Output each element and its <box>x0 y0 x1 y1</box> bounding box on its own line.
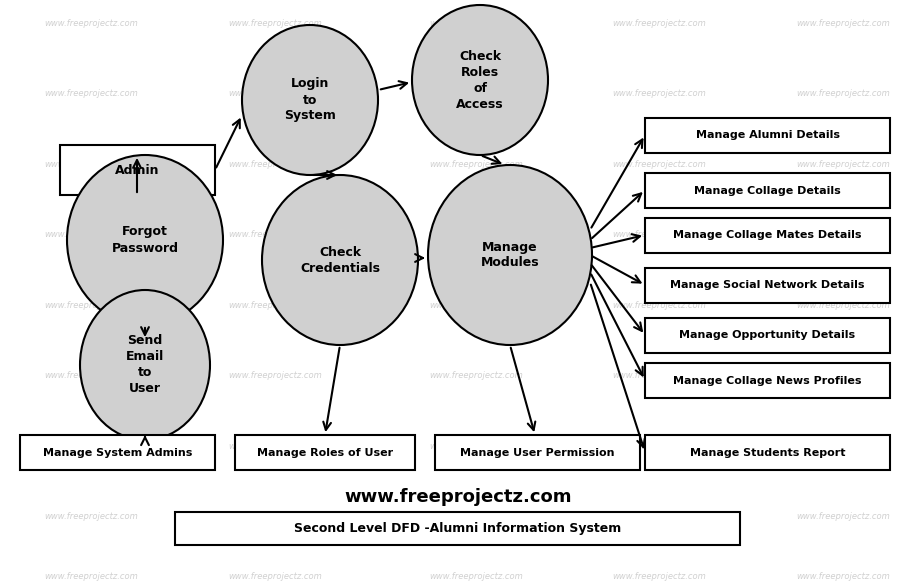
Text: www.freeprojectz.com: www.freeprojectz.com <box>796 160 889 169</box>
Ellipse shape <box>80 290 210 440</box>
Text: www.freeprojectz.com: www.freeprojectz.com <box>430 512 523 521</box>
Text: Check
Roles
of
Access: Check Roles of Access <box>456 49 504 110</box>
Text: www.freeprojectz.com: www.freeprojectz.com <box>228 89 322 99</box>
Ellipse shape <box>67 155 223 325</box>
Bar <box>645 318 890 353</box>
Text: Admin: Admin <box>115 164 159 177</box>
Text: www.freeprojectz.com: www.freeprojectz.com <box>613 371 706 380</box>
Text: www.freeprojectz.com: www.freeprojectz.com <box>430 301 523 310</box>
Text: www.freeprojectz.com: www.freeprojectz.com <box>796 371 889 380</box>
Text: Manage Opportunity Details: Manage Opportunity Details <box>680 330 856 340</box>
Text: www.freeprojectz.com: www.freeprojectz.com <box>796 512 889 521</box>
Text: www.freeprojectz.com: www.freeprojectz.com <box>430 441 523 451</box>
Text: Manage Collage Details: Manage Collage Details <box>694 185 841 195</box>
Text: www.freeprojectz.com: www.freeprojectz.com <box>344 488 572 506</box>
Text: www.freeprojectz.com: www.freeprojectz.com <box>228 230 322 239</box>
Text: www.freeprojectz.com: www.freeprojectz.com <box>430 230 523 239</box>
Text: www.freeprojectz.com: www.freeprojectz.com <box>45 301 138 310</box>
Text: www.freeprojectz.com: www.freeprojectz.com <box>796 301 889 310</box>
Text: www.freeprojectz.com: www.freeprojectz.com <box>228 441 322 451</box>
Bar <box>645 435 890 470</box>
Bar <box>435 435 640 470</box>
Text: www.freeprojectz.com: www.freeprojectz.com <box>45 512 138 521</box>
Text: www.freeprojectz.com: www.freeprojectz.com <box>796 441 889 451</box>
Text: Forgot
Password: Forgot Password <box>112 225 179 255</box>
Text: www.freeprojectz.com: www.freeprojectz.com <box>430 371 523 380</box>
Text: www.freeprojectz.com: www.freeprojectz.com <box>613 572 706 581</box>
Text: Manage User Permission: Manage User Permission <box>460 447 615 457</box>
Bar <box>235 435 415 470</box>
Text: www.freeprojectz.com: www.freeprojectz.com <box>796 89 889 99</box>
Text: Manage Students Report: Manage Students Report <box>690 447 845 457</box>
Text: www.freeprojectz.com: www.freeprojectz.com <box>228 19 322 28</box>
Text: www.freeprojectz.com: www.freeprojectz.com <box>430 572 523 581</box>
Bar <box>20 435 215 470</box>
Ellipse shape <box>412 5 548 155</box>
Text: Manage Collage Mates Details: Manage Collage Mates Details <box>673 231 862 241</box>
Text: www.freeprojectz.com: www.freeprojectz.com <box>796 230 889 239</box>
Bar <box>60 145 215 195</box>
Text: www.freeprojectz.com: www.freeprojectz.com <box>228 301 322 310</box>
Text: www.freeprojectz.com: www.freeprojectz.com <box>45 89 138 99</box>
Ellipse shape <box>262 175 418 345</box>
Text: www.freeprojectz.com: www.freeprojectz.com <box>45 441 138 451</box>
Text: www.freeprojectz.com: www.freeprojectz.com <box>45 572 138 581</box>
Text: www.freeprojectz.com: www.freeprojectz.com <box>45 230 138 239</box>
Bar <box>645 218 890 253</box>
Text: www.freeprojectz.com: www.freeprojectz.com <box>430 160 523 169</box>
Text: www.freeprojectz.com: www.freeprojectz.com <box>613 89 706 99</box>
Text: www.freeprojectz.com: www.freeprojectz.com <box>228 512 322 521</box>
Text: www.freeprojectz.com: www.freeprojectz.com <box>613 230 706 239</box>
Bar <box>175 512 740 545</box>
Text: www.freeprojectz.com: www.freeprojectz.com <box>613 19 706 28</box>
Bar <box>645 118 890 153</box>
Text: Manage Alumni Details: Manage Alumni Details <box>695 130 839 140</box>
Text: www.freeprojectz.com: www.freeprojectz.com <box>45 371 138 380</box>
Text: Login
to
System: Login to System <box>284 77 336 123</box>
Text: www.freeprojectz.com: www.freeprojectz.com <box>430 19 523 28</box>
Text: Manage Social Network Details: Manage Social Network Details <box>671 281 865 291</box>
Text: Manage System Admins: Manage System Admins <box>43 447 192 457</box>
Ellipse shape <box>428 165 592 345</box>
Text: Send
Email
to
User: Send Email to User <box>125 335 164 396</box>
Text: Manage Collage News Profiles: Manage Collage News Profiles <box>673 376 862 386</box>
Text: www.freeprojectz.com: www.freeprojectz.com <box>228 371 322 380</box>
Text: www.freeprojectz.com: www.freeprojectz.com <box>796 572 889 581</box>
Text: www.freeprojectz.com: www.freeprojectz.com <box>613 441 706 451</box>
Text: www.freeprojectz.com: www.freeprojectz.com <box>613 512 706 521</box>
Text: www.freeprojectz.com: www.freeprojectz.com <box>430 89 523 99</box>
Text: Second Level DFD -Alumni Information System: Second Level DFD -Alumni Information Sys… <box>294 522 621 535</box>
Text: www.freeprojectz.com: www.freeprojectz.com <box>613 301 706 310</box>
Bar <box>645 363 890 398</box>
Text: www.freeprojectz.com: www.freeprojectz.com <box>228 572 322 581</box>
Text: www.freeprojectz.com: www.freeprojectz.com <box>796 19 889 28</box>
Text: www.freeprojectz.com: www.freeprojectz.com <box>45 19 138 28</box>
Text: www.freeprojectz.com: www.freeprojectz.com <box>613 160 706 169</box>
Text: Check
Credentials: Check Credentials <box>300 245 380 275</box>
Bar <box>645 173 890 208</box>
Ellipse shape <box>242 25 378 175</box>
Bar <box>645 268 890 303</box>
Text: Manage Roles of User: Manage Roles of User <box>256 447 393 457</box>
Text: www.freeprojectz.com: www.freeprojectz.com <box>45 160 138 169</box>
Text: Manage
Modules: Manage Modules <box>481 241 540 269</box>
Text: www.freeprojectz.com: www.freeprojectz.com <box>228 160 322 169</box>
